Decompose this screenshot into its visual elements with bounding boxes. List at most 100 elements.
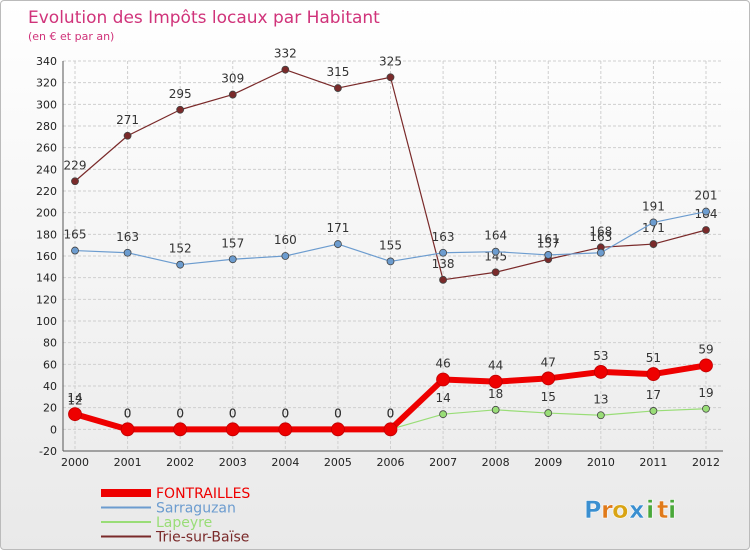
data-point bbox=[593, 365, 608, 379]
data-point bbox=[334, 84, 342, 92]
x-tick-label: 2007 bbox=[429, 456, 457, 469]
x-tick-label: 2005 bbox=[324, 456, 352, 469]
data-label: 152 bbox=[169, 242, 192, 256]
data-label: 18 bbox=[488, 387, 503, 401]
data-label: 165 bbox=[64, 228, 87, 242]
data-point bbox=[488, 374, 503, 389]
logo-letter: x bbox=[629, 496, 645, 524]
data-point bbox=[173, 422, 188, 437]
data-label: 157 bbox=[537, 236, 560, 250]
data-point bbox=[71, 246, 79, 255]
data-label: 171 bbox=[326, 221, 349, 235]
y-tick-label: 260 bbox=[36, 142, 57, 155]
y-tick-label: -20 bbox=[39, 445, 57, 458]
data-label: 325 bbox=[379, 54, 402, 68]
y-tick-label: 340 bbox=[36, 55, 57, 68]
y-tick-label: 200 bbox=[36, 207, 57, 220]
data-label: 161 bbox=[537, 232, 560, 246]
x-tick-label: 2001 bbox=[114, 456, 142, 469]
data-label: 201 bbox=[695, 189, 718, 203]
data-point bbox=[699, 358, 713, 373]
y-tick-label: 80 bbox=[43, 337, 57, 350]
data-label: 157 bbox=[221, 236, 244, 250]
legend-label: Sarraguzan bbox=[156, 501, 236, 517]
data-label: 163 bbox=[589, 230, 612, 244]
data-label: 0 bbox=[176, 406, 184, 420]
data-point bbox=[281, 252, 290, 260]
legend: FONTRAILLESSarraguzanLapeyreTrie-sur-Baï… bbox=[101, 486, 250, 546]
x-tick-label: 2011 bbox=[639, 456, 667, 469]
y-tick-label: 60 bbox=[43, 358, 57, 371]
data-label: 14 bbox=[67, 391, 82, 405]
data-label: 59 bbox=[698, 342, 713, 356]
series-layer: 2292712953093323153251381451571681711841… bbox=[64, 47, 718, 437]
data-point bbox=[386, 257, 395, 266]
data-label: 164 bbox=[484, 229, 507, 243]
y-tick-label: 0 bbox=[50, 423, 57, 436]
y-tick-label: 240 bbox=[36, 163, 57, 176]
chart-subtitle: (en € et par an) bbox=[28, 30, 114, 43]
x-tick-label: 2009 bbox=[534, 456, 562, 469]
data-label: 0 bbox=[282, 406, 290, 420]
data-label: 160 bbox=[274, 233, 297, 247]
data-point bbox=[702, 207, 710, 216]
logo-letter: o bbox=[612, 496, 629, 524]
data-label: 51 bbox=[646, 351, 661, 365]
x-tick-label: 2000 bbox=[61, 456, 89, 469]
logo-letter: i bbox=[646, 496, 654, 524]
data-label: 138 bbox=[432, 257, 455, 271]
data-point bbox=[596, 248, 605, 257]
y-tick-label: 280 bbox=[36, 120, 57, 133]
data-label: 0 bbox=[334, 406, 342, 420]
data-label: 0 bbox=[229, 406, 237, 420]
data-label: 155 bbox=[379, 238, 402, 252]
data-label: 12 bbox=[67, 393, 82, 407]
data-point bbox=[281, 65, 290, 74]
data-point bbox=[544, 409, 553, 417]
data-point bbox=[383, 422, 398, 437]
data-label: 46 bbox=[435, 357, 450, 371]
data-point bbox=[439, 275, 447, 284]
x-tick-label: 2004 bbox=[271, 456, 299, 469]
y-tick-label: 300 bbox=[36, 98, 57, 111]
legend-label: Trie-sur-Baïse bbox=[155, 530, 249, 546]
data-point bbox=[120, 422, 135, 437]
data-label: 13 bbox=[593, 392, 608, 406]
data-point bbox=[491, 268, 500, 277]
data-label: 44 bbox=[488, 359, 503, 373]
data-point bbox=[123, 248, 132, 257]
y-tick-label: 320 bbox=[36, 77, 57, 90]
data-point bbox=[439, 410, 447, 419]
data-point bbox=[71, 177, 79, 186]
data-point bbox=[702, 226, 710, 234]
data-label: 229 bbox=[64, 158, 87, 172]
data-point bbox=[278, 422, 293, 437]
data-label: 47 bbox=[541, 355, 556, 369]
y-tick-label: 180 bbox=[36, 228, 57, 241]
data-label: 17 bbox=[646, 388, 661, 402]
data-point bbox=[646, 367, 661, 381]
data-point bbox=[123, 131, 132, 140]
data-label: 0 bbox=[229, 406, 237, 420]
data-label: 163 bbox=[432, 230, 455, 244]
data-point bbox=[491, 405, 500, 414]
x-tick-label: 2002 bbox=[166, 456, 194, 469]
x-tick-label: 2010 bbox=[587, 456, 615, 469]
y-tick-label: 140 bbox=[36, 272, 57, 285]
y-tick-label: 20 bbox=[43, 402, 57, 415]
plot-axes: -200204060801001201401601802002202402602… bbox=[36, 55, 723, 469]
x-tick-label: 2006 bbox=[377, 456, 405, 469]
data-point bbox=[436, 372, 450, 387]
y-tick-label: 40 bbox=[43, 380, 57, 393]
data-point bbox=[68, 407, 82, 422]
series-fontrailles: 14 0 0 0 0 0 0 46 44 47 53 51 59 bbox=[67, 342, 714, 437]
data-label: 171 bbox=[642, 221, 665, 235]
data-label: 309 bbox=[221, 72, 244, 86]
data-label: 145 bbox=[484, 249, 507, 263]
data-point bbox=[596, 411, 605, 420]
y-tick-label: 160 bbox=[36, 250, 57, 263]
data-point bbox=[176, 260, 185, 269]
